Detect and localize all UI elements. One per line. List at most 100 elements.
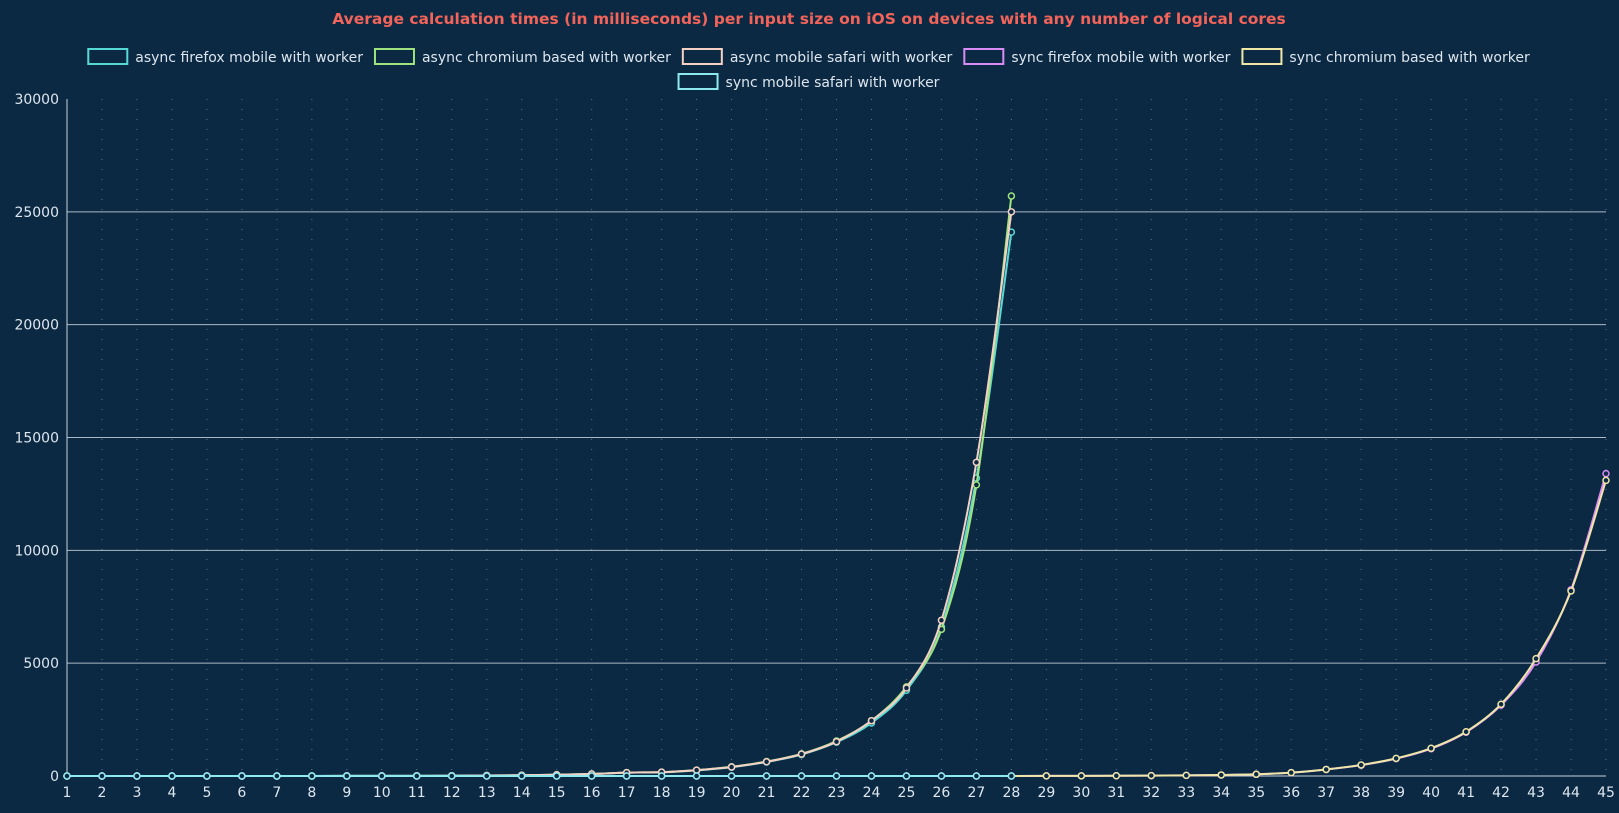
x-tick-label: 22: [793, 785, 811, 801]
x-tick-label: 42: [1492, 785, 1510, 801]
data-point: [657, 772, 666, 780]
x-tick-label: 28: [1002, 785, 1020, 801]
series-4: [63, 469, 1610, 780]
data-point: [378, 772, 386, 780]
x-tick-label: 1: [63, 785, 72, 801]
x-tick-label: 37: [1317, 785, 1335, 801]
x-tick-label: 11: [408, 785, 426, 801]
x-tick-label: 17: [618, 785, 636, 801]
data-point: [63, 772, 71, 780]
data-point: [937, 616, 946, 625]
data-point: [517, 772, 526, 780]
data-point: [1007, 192, 1016, 200]
data-point: [972, 481, 981, 489]
data-point: [168, 772, 176, 780]
data-point: [937, 772, 946, 780]
legend-swatch: [677, 73, 719, 90]
data-point: [727, 763, 736, 771]
x-tick-label: 26: [933, 785, 951, 801]
series-2: [63, 192, 1016, 780]
series-6: [63, 772, 1016, 780]
legend-swatch: [87, 48, 129, 65]
data-point: [902, 772, 911, 780]
legend-item: async chromium based with worker: [373, 48, 671, 66]
legend-swatch: [1241, 48, 1283, 65]
x-tick-label: 40: [1422, 785, 1440, 801]
data-point: [1567, 587, 1575, 595]
x-tick-label: 35: [1247, 785, 1265, 801]
data-point: [552, 772, 561, 780]
x-tick-label: 36: [1282, 785, 1300, 801]
legend-label: sync mobile safari with worker: [726, 75, 940, 91]
data-point: [482, 772, 491, 780]
x-tick-label: 34: [1212, 785, 1230, 801]
data-point: [203, 772, 211, 780]
y-tick-label: 15000: [14, 431, 59, 447]
series-layer: [63, 192, 1610, 780]
legend-item: async firefox mobile with worker: [87, 48, 363, 66]
data-point: [692, 772, 701, 780]
grid: [67, 99, 1607, 776]
data-point: [762, 758, 771, 766]
x-tick-label: 3: [132, 785, 141, 801]
legend-label: async chromium based with worker: [422, 50, 671, 66]
data-point: [448, 772, 456, 780]
legend-swatch: [373, 48, 415, 65]
data-point: [972, 772, 981, 780]
legend-item: sync firefox mobile with worker: [963, 48, 1231, 66]
x-tick-label: 21: [758, 785, 776, 801]
data-point: [1007, 208, 1016, 216]
x-tick-label: 27: [967, 785, 985, 801]
data-point: [762, 772, 771, 780]
series-1: [63, 228, 1016, 780]
data-point: [308, 772, 316, 780]
y-tick-label: 20000: [14, 318, 59, 334]
data-point: [1077, 772, 1086, 780]
legend-item: sync chromium based with worker: [1241, 48, 1530, 66]
x-tick-label: 20: [723, 785, 741, 801]
y-tick-label: 25000: [14, 205, 59, 221]
x-tick-label: 23: [828, 785, 846, 801]
x-tick-label: 41: [1457, 785, 1475, 801]
x-tick-label: 5: [202, 785, 211, 801]
data-point: [902, 684, 911, 692]
data-point: [692, 766, 701, 774]
legend: async firefox mobile with worker async ch…: [87, 48, 1530, 91]
data-point: [1287, 768, 1295, 777]
x-tick-label: 31: [1107, 785, 1125, 801]
data-point: [413, 772, 421, 780]
x-tick-label: 7: [272, 785, 281, 801]
data-point: [238, 772, 246, 780]
data-point: [1602, 476, 1610, 485]
x-tick-label: 13: [478, 785, 496, 801]
series-line: [66, 211, 1013, 778]
x-tick-label: 14: [513, 785, 531, 801]
y-tick-label: 10000: [14, 543, 59, 559]
y-tick-label: 5000: [23, 656, 59, 672]
data-point: [832, 737, 841, 746]
data-point: [972, 458, 981, 467]
legend-swatch: [963, 48, 1005, 65]
data-point: [343, 772, 351, 780]
x-tick-label: 24: [863, 785, 881, 801]
data-point: [832, 772, 841, 780]
x-tick-label: 19: [688, 785, 706, 801]
data-point: [1252, 770, 1260, 779]
series-line: [66, 473, 1607, 778]
data-point: [1112, 772, 1121, 780]
x-tick-label: 15: [548, 785, 566, 801]
x-tick-label: 29: [1037, 785, 1055, 801]
data-point: [1007, 772, 1016, 780]
x-tick-label: 33: [1177, 785, 1195, 801]
data-point: [1357, 761, 1365, 769]
x-tick-label: 44: [1562, 785, 1580, 801]
x-tick-label: 25: [898, 785, 916, 801]
legend-label: sync chromium based with worker: [1289, 50, 1530, 66]
data-point: [1042, 772, 1051, 780]
data-point: [622, 772, 631, 780]
data-point: [1217, 771, 1225, 779]
series-line: [66, 480, 1607, 778]
y-tick-label: 30000: [14, 92, 59, 108]
x-tick-label: 38: [1352, 785, 1370, 801]
series-3: [63, 208, 1016, 780]
